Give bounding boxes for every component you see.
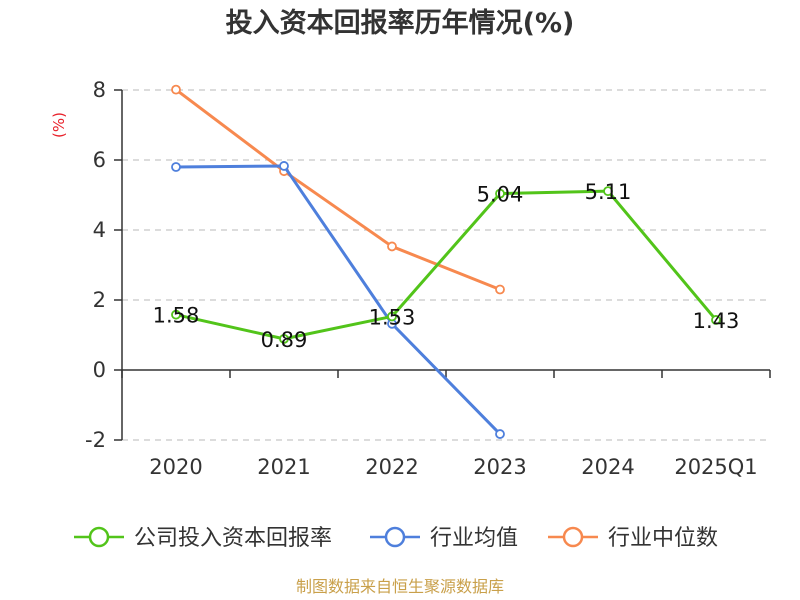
x-tick-label: 2023 <box>473 455 526 479</box>
axes <box>121 90 771 440</box>
x-tick-label: 2020 <box>149 455 202 479</box>
data-label: 5.11 <box>585 180 632 204</box>
y-tick-label: 0 <box>93 358 106 382</box>
data-point[interactable] <box>495 429 505 439</box>
data-point[interactable] <box>387 311 397 322</box>
x-tick-label: 2024 <box>581 455 634 479</box>
data-label: 0.89 <box>261 328 308 352</box>
data-point[interactable] <box>495 284 505 295</box>
legend-label: 公司投入资本回报率 <box>134 526 332 551</box>
data-point[interactable] <box>171 162 181 172</box>
x-tick-label: 2025Q1 <box>674 455 757 479</box>
data-label: 5.04 <box>477 183 524 207</box>
y-tick-label: 8 <box>93 78 106 102</box>
data-point[interactable] <box>279 161 289 171</box>
data-point[interactable] <box>711 315 721 325</box>
legend-item[interactable]: 行业均值 <box>370 526 518 551</box>
y-axis-unit: (%) <box>50 112 68 138</box>
series-lines <box>171 84 721 439</box>
series-line <box>175 189 718 341</box>
data-label: 1.43 <box>693 309 740 333</box>
y-tick-label: -2 <box>85 428 106 452</box>
legend-marker-icon <box>88 526 110 548</box>
x-tick-label: 2021 <box>257 455 310 479</box>
y-tick-label: 2 <box>93 288 106 312</box>
legend-item[interactable]: 行业中位数 <box>548 526 718 551</box>
x-tick-label: 2022 <box>365 455 418 479</box>
data-label: 1.53 <box>369 305 416 329</box>
x-tick-labels: 2020 2021 2022 2023 2024 2025Q1 <box>149 455 757 479</box>
data-point[interactable] <box>171 84 181 95</box>
data-point[interactable] <box>495 188 505 199</box>
y-tick-labels: -2 0 2 4 6 8 <box>85 78 106 452</box>
data-source-note: 制图数据来自恒生聚源数据库 <box>296 577 504 596</box>
chart-title: 投入资本回报率历年情况(%) <box>226 7 575 39</box>
legend-marker-icon <box>562 526 584 548</box>
y-tick-label: 4 <box>93 218 106 242</box>
legend-marker-icon <box>384 526 406 548</box>
legend-label: 行业中位数 <box>608 526 718 551</box>
data-point[interactable] <box>603 186 613 197</box>
series-line <box>175 88 501 291</box>
y-tick-label: 6 <box>93 148 106 172</box>
data-labels: 1.58 0.89 1.53 5.04 5.11 1.43 <box>153 180 740 352</box>
data-label: 1.58 <box>153 304 200 328</box>
grid-lines <box>114 89 770 441</box>
data-point[interactable] <box>171 309 181 320</box>
series-line <box>175 164 502 436</box>
legend-item[interactable]: 公司投入资本回报率 <box>74 526 332 551</box>
legend-label: 行业均值 <box>430 526 518 551</box>
data-point[interactable] <box>387 241 397 252</box>
legend[interactable]: 公司投入资本回报率 行业均值 行业中位数 <box>74 526 718 551</box>
data-point[interactable] <box>279 333 289 344</box>
